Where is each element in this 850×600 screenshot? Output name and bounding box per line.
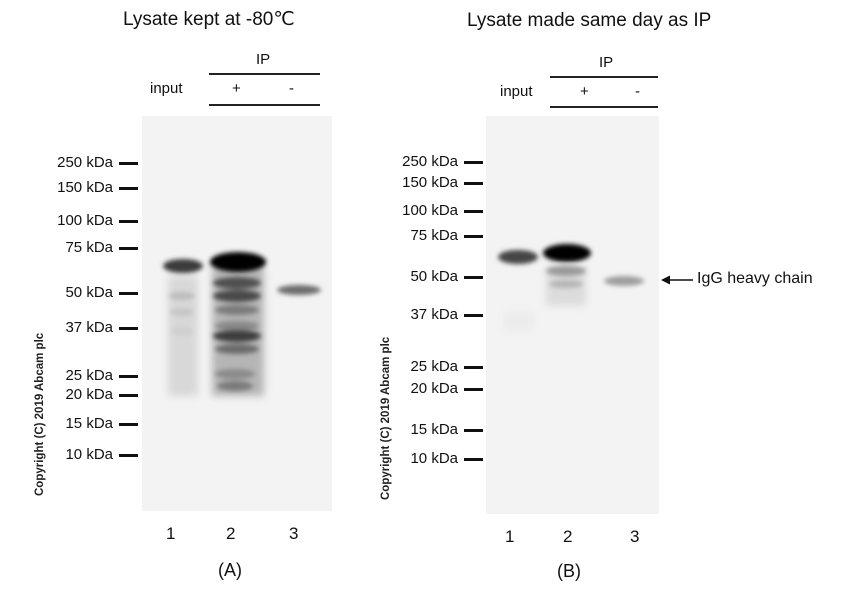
panel-b-marker-tick bbox=[464, 276, 483, 279]
panel-a-marker-250: 250 kDa bbox=[57, 154, 113, 171]
panel-a-ip-rule-top bbox=[209, 73, 320, 75]
panel-a-blot-image bbox=[142, 116, 332, 511]
panel-a-title: Lysate kept at -80℃ bbox=[123, 9, 295, 30]
panel-a-marker-150: 150 kDa bbox=[57, 179, 113, 196]
panel-b-marker-75: 75 kDa bbox=[410, 227, 458, 244]
panel-a-caption: (A) bbox=[218, 560, 242, 580]
panel-b-marker-tick bbox=[464, 388, 483, 391]
panel-b-lane-1: 1 bbox=[505, 527, 515, 546]
panel-a-marker-75: 75 kDa bbox=[65, 239, 113, 256]
panel-b-input-label: input bbox=[500, 83, 533, 100]
panel-a-marker-15: 15 kDa bbox=[65, 415, 113, 432]
panel-b-minus-label: - bbox=[635, 83, 640, 100]
panel-b-marker-10: 10 kDa bbox=[410, 450, 458, 467]
panel-a-marker-37: 37 kDa bbox=[65, 319, 113, 336]
panel-b-marker-tick bbox=[464, 161, 483, 164]
panel-a-ip-rule-bottom bbox=[209, 104, 320, 106]
panel-b-copyright: Copyright (C) 2019 Abcam plc bbox=[380, 336, 392, 500]
left-arrow-icon bbox=[661, 275, 693, 285]
panel-b-marker-tick bbox=[464, 235, 483, 238]
panel-b-ip-rule-bottom bbox=[550, 106, 658, 108]
panel-a-lane-1: 1 bbox=[166, 524, 176, 543]
panel-a-marker-tick bbox=[119, 187, 138, 190]
panel-a-marker-tick bbox=[119, 162, 138, 165]
panel-a-marker-tick bbox=[119, 220, 138, 223]
panel-b-marker-150: 150 kDa bbox=[402, 174, 458, 191]
panel-a-marker-50: 50 kDa bbox=[65, 284, 113, 301]
panel-a-marker-tick bbox=[119, 292, 138, 295]
panel-b-blot-image bbox=[486, 116, 659, 514]
panel-a-marker-tick bbox=[119, 375, 138, 378]
panel-a-lane-2: 2 bbox=[226, 524, 236, 543]
panel-b-lane-3: 3 bbox=[630, 527, 640, 546]
panel-a-marker-20: 20 kDa bbox=[65, 386, 113, 403]
panel-a-copyright: Copyright (C) 2019 Abcam plc bbox=[34, 332, 46, 496]
panel-a-marker-100: 100 kDa bbox=[57, 212, 113, 229]
panel-b-ip-rule-top bbox=[550, 76, 658, 78]
panel-b-marker-tick bbox=[464, 314, 483, 317]
panel-b-ip-label: IP bbox=[599, 54, 614, 71]
panel-b-caption: (B) bbox=[557, 561, 581, 581]
panel-a-ip-label: IP bbox=[256, 51, 271, 68]
panel-a-marker-10: 10 kDa bbox=[65, 446, 113, 463]
panel-b-marker-tick bbox=[464, 210, 483, 213]
panel-b-marker-25: 25 kDa bbox=[410, 358, 458, 375]
panel-a-marker-tick bbox=[119, 327, 138, 330]
panel-a-minus-label: - bbox=[289, 80, 294, 97]
panel-b-marker-50: 50 kDa bbox=[410, 268, 458, 285]
panel-b-marker-37: 37 kDa bbox=[410, 306, 458, 323]
panel-a-lane-3: 3 bbox=[289, 524, 299, 543]
panel-b-lane-2: 2 bbox=[563, 527, 573, 546]
panel-b-plus-label: + bbox=[580, 83, 589, 100]
panel-b-marker-tick bbox=[464, 366, 483, 369]
panel-b-marker-100: 100 kDa bbox=[402, 202, 458, 219]
panel-a-marker-25: 25 kDa bbox=[65, 367, 113, 384]
panel-a-marker-tick bbox=[119, 247, 138, 250]
panel-a-marker-tick bbox=[119, 454, 138, 457]
igg-heavy-chain-label: IgG heavy chain bbox=[697, 270, 813, 287]
panel-b-marker-tick bbox=[464, 429, 483, 432]
panel-b-marker-tick bbox=[464, 458, 483, 461]
panel-b-marker-15: 15 kDa bbox=[410, 421, 458, 438]
panel-a-marker-tick bbox=[119, 423, 138, 426]
panel-a-plus-label: + bbox=[232, 80, 241, 97]
panel-b-marker-250: 250 kDa bbox=[402, 153, 458, 170]
panel-b-title: Lysate made same day as IP bbox=[467, 10, 712, 31]
panel-b-marker-tick bbox=[464, 182, 483, 185]
panel-b-marker-20: 20 kDa bbox=[410, 380, 458, 397]
panel-a-marker-tick bbox=[119, 394, 138, 397]
panel-a-input-label: input bbox=[150, 80, 183, 97]
